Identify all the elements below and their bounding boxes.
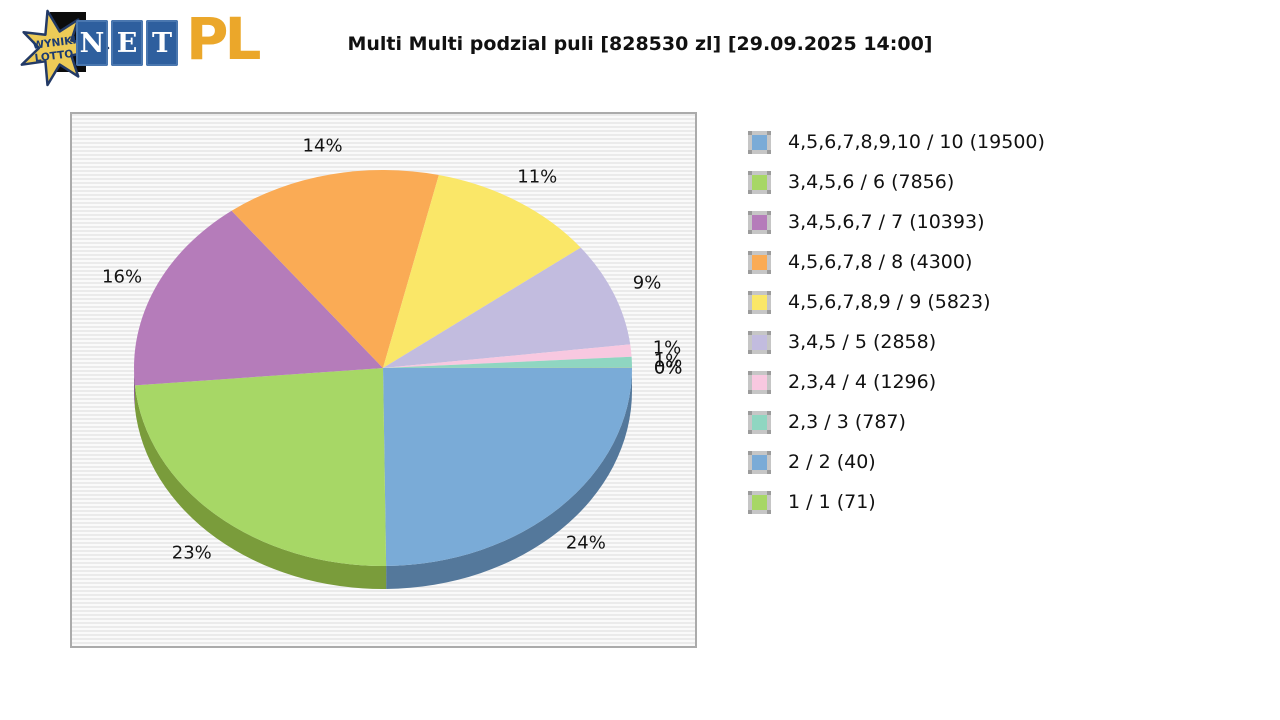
logo-tile-e: E xyxy=(111,20,143,66)
legend-label: 4,5,6,7,8,9 / 9 (5823) xyxy=(788,291,991,313)
pie-slice xyxy=(134,368,387,566)
legend-item: 3,4,5,6,7 / 7 (10393) xyxy=(748,202,1045,242)
pie-percent-label: 24% xyxy=(565,532,606,554)
pie-percent-label: 1% xyxy=(652,337,682,359)
pie-percent-label: 1% xyxy=(653,350,683,372)
logo-pl-text: PL xyxy=(186,5,261,73)
chart-panel: 24% 23% 16% 14% 11% 9% 1% 1% 0% 0% xyxy=(70,112,697,648)
legend-item: 2 / 2 (40) xyxy=(748,442,1045,482)
legend-swatch xyxy=(748,451,771,474)
legend-swatch xyxy=(748,331,771,354)
logo-tile-n: N xyxy=(76,20,108,66)
legend-item: 3,4,5,6 / 6 (7856) xyxy=(748,162,1045,202)
legend-item: 4,5,6,7,8,9 / 9 (5823) xyxy=(748,282,1045,322)
legend-swatch xyxy=(748,291,771,314)
logo-star-text-1: WYNIKI xyxy=(32,35,77,52)
pie-slice xyxy=(383,356,632,368)
pie-slice xyxy=(383,368,632,566)
logo-star-text-2: LOTTO xyxy=(34,48,74,65)
pie-percent-label: 16% xyxy=(102,266,143,288)
legend-label: 3,4,5 / 5 (2858) xyxy=(788,331,937,353)
legend-item: 2,3,4 / 4 (1296) xyxy=(748,362,1045,402)
pie-percent-label: 14% xyxy=(302,135,343,157)
legend-label: 1 / 1 (71) xyxy=(788,491,876,513)
legend-item: 2,3 / 3 (787) xyxy=(748,402,1045,442)
legend-item: 3,4,5 / 5 (2858) xyxy=(748,322,1045,362)
logo-tile-t: T xyxy=(146,20,178,66)
legend-label: 4,5,6,7,8 / 8 (4300) xyxy=(788,251,973,273)
legend-swatch xyxy=(748,211,771,234)
pie-percent-label: 9% xyxy=(632,272,662,294)
legend-label: 3,4,5,6 / 6 (7856) xyxy=(788,171,955,193)
pie-slice-side xyxy=(134,385,387,589)
legend-swatch xyxy=(748,371,771,394)
pie-slice-side xyxy=(134,368,135,409)
wynik-lotto-star-icon: WYNIKI LOTTO xyxy=(20,9,110,87)
pie-slice xyxy=(231,170,439,368)
pie-slice xyxy=(383,344,632,368)
legend-label: 3,4,5,6,7 / 7 (10393) xyxy=(788,211,985,233)
site-logo[interactable]: WYNIKI LOTTO N E T PL xyxy=(8,4,288,92)
pie-chart xyxy=(134,170,632,589)
legend-swatch xyxy=(748,251,771,274)
pie-percent-label: 0% xyxy=(653,357,683,379)
legend-swatch xyxy=(748,491,771,514)
legend-swatch xyxy=(748,131,771,154)
page-title: Multi Multi podzial puli [828530 zl] [29… xyxy=(347,33,933,55)
legend-item: 4,5,6,7,8 / 8 (4300) xyxy=(748,242,1045,282)
pie-slice xyxy=(383,247,631,368)
pie-percent-label: 23% xyxy=(171,542,212,564)
pie-percent-label: 0% xyxy=(653,357,683,378)
legend-label: 2,3,4 / 4 (1296) xyxy=(788,371,937,393)
legend-item: 1 / 1 (71) xyxy=(748,482,1045,522)
pie-slice xyxy=(134,210,383,386)
chart-legend: 4,5,6,7,8,9,10 / 10 (19500) 3,4,5,6 / 6 (… xyxy=(748,122,1045,522)
legend-label: 4,5,6,7,8,9,10 / 10 (19500) xyxy=(788,131,1045,153)
pie-slice-side xyxy=(386,368,632,589)
pie-percent-label: 11% xyxy=(517,166,558,188)
legend-swatch xyxy=(748,171,771,194)
legend-label: 2 / 2 (40) xyxy=(788,451,876,473)
legend-item: 4,5,6,7,8,9,10 / 10 (19500) xyxy=(748,122,1045,162)
legend-label: 2,3 / 3 (787) xyxy=(788,411,906,433)
legend-swatch xyxy=(748,411,771,434)
pie-slice xyxy=(383,175,581,368)
